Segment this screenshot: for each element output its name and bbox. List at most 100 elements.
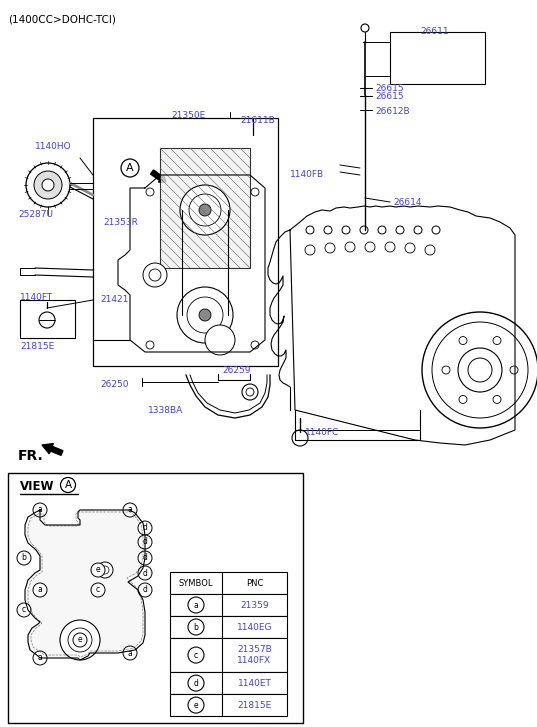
Circle shape (345, 242, 355, 252)
Circle shape (242, 384, 258, 400)
Text: b: b (21, 553, 26, 563)
Text: (1400CC>DOHC-TCI): (1400CC>DOHC-TCI) (8, 14, 116, 24)
Bar (170, 572, 287, 594)
Text: 21359: 21359 (240, 601, 269, 609)
Circle shape (306, 226, 314, 234)
Circle shape (385, 242, 395, 252)
Text: a: a (194, 601, 198, 609)
Bar (170, 694, 287, 716)
Bar (20, 300, 75, 338)
Text: 26614: 26614 (393, 198, 422, 207)
Circle shape (138, 535, 152, 549)
Circle shape (138, 566, 152, 580)
Circle shape (73, 633, 87, 647)
Text: a: a (128, 648, 133, 657)
Text: d: d (142, 585, 148, 595)
Text: d: d (142, 553, 148, 563)
Circle shape (396, 226, 404, 234)
Circle shape (360, 226, 368, 234)
Text: 1140HO: 1140HO (35, 142, 71, 151)
Circle shape (459, 337, 467, 345)
Circle shape (17, 551, 31, 565)
Circle shape (251, 188, 259, 196)
Circle shape (42, 179, 54, 191)
Text: 26611: 26611 (420, 27, 448, 36)
Circle shape (365, 242, 375, 252)
FancyArrow shape (42, 443, 63, 455)
Text: 1140FB: 1140FB (290, 170, 324, 179)
Text: 26615: 26615 (375, 84, 404, 93)
Circle shape (414, 226, 422, 234)
Circle shape (342, 226, 350, 234)
Circle shape (123, 646, 137, 660)
Text: 21815E: 21815E (20, 342, 54, 351)
Text: a: a (38, 654, 42, 662)
Text: VIEW: VIEW (20, 480, 54, 493)
Circle shape (378, 226, 386, 234)
Bar (170, 638, 287, 672)
Circle shape (324, 226, 332, 234)
Circle shape (34, 171, 62, 199)
Circle shape (251, 341, 259, 349)
Text: d: d (142, 569, 148, 577)
Circle shape (26, 163, 70, 207)
Circle shape (33, 583, 47, 597)
Circle shape (422, 312, 537, 428)
Circle shape (458, 348, 502, 392)
Text: SYMBOL: SYMBOL (179, 579, 213, 587)
Circle shape (405, 243, 415, 253)
Text: FR.: FR. (18, 449, 43, 463)
Text: 21611B: 21611B (240, 116, 275, 125)
Circle shape (17, 603, 31, 617)
Text: e: e (194, 701, 198, 710)
Circle shape (188, 619, 204, 635)
FancyArrow shape (150, 170, 166, 182)
Circle shape (138, 521, 152, 535)
Circle shape (97, 562, 113, 578)
Text: 1140FT: 1140FT (20, 293, 53, 302)
Circle shape (292, 430, 308, 446)
Text: 1338BA: 1338BA (148, 406, 183, 415)
Text: a: a (38, 585, 42, 595)
Text: 26250: 26250 (100, 380, 128, 389)
Circle shape (123, 503, 137, 517)
Text: e: e (96, 566, 100, 574)
Circle shape (177, 287, 233, 343)
Text: c: c (22, 606, 26, 614)
Circle shape (459, 395, 467, 403)
Circle shape (199, 204, 211, 216)
Text: c: c (96, 585, 100, 595)
Circle shape (61, 478, 76, 492)
Circle shape (91, 563, 105, 577)
Text: 1140ET: 1140ET (237, 678, 271, 688)
Text: 25287U: 25287U (18, 210, 53, 219)
Circle shape (199, 309, 211, 321)
Text: c: c (194, 651, 198, 659)
Text: b: b (193, 622, 199, 632)
Text: PNC: PNC (246, 579, 263, 587)
Circle shape (188, 647, 204, 663)
Circle shape (146, 188, 154, 196)
Circle shape (432, 226, 440, 234)
Text: 26259: 26259 (222, 366, 250, 375)
Text: d: d (193, 678, 199, 688)
Text: 1140EG: 1140EG (237, 622, 272, 632)
Circle shape (493, 395, 501, 403)
Text: 21353R: 21353R (103, 218, 138, 227)
Text: A: A (64, 480, 71, 490)
Bar (170, 672, 287, 694)
Bar (8, 473, 303, 723)
Circle shape (425, 245, 435, 255)
Circle shape (305, 245, 315, 255)
Circle shape (442, 366, 450, 374)
Text: e: e (78, 635, 82, 645)
Text: a: a (38, 505, 42, 515)
Circle shape (188, 675, 204, 691)
Circle shape (188, 597, 204, 613)
Bar (170, 616, 287, 638)
Text: d: d (142, 523, 148, 532)
Circle shape (325, 243, 335, 253)
Circle shape (205, 325, 235, 355)
Circle shape (121, 159, 139, 177)
Text: 26615: 26615 (375, 92, 404, 101)
